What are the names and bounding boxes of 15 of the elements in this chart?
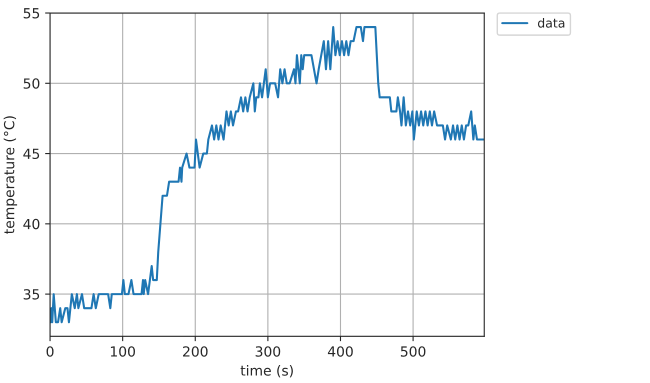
- y-tick-label: 35: [24, 289, 40, 300]
- x-tick-label: 100: [110, 346, 135, 357]
- x-tick-label: 200: [183, 346, 208, 357]
- x-tick-label: 0: [46, 346, 54, 357]
- x-axis-title: time (s): [240, 364, 293, 378]
- x-tick-label: 300: [256, 346, 280, 357]
- y-tick-label: 40: [23, 218, 40, 230]
- y-tick-label: 55: [24, 8, 40, 18]
- line-series: [50, 26, 484, 324]
- y-tick-label: 50: [24, 78, 40, 89]
- x-tick-label: 500: [400, 346, 426, 357]
- y-tick-label: 45: [23, 148, 40, 160]
- x-tick-label: 400: [328, 346, 353, 357]
- y-axis-title: temperature (°C): [4, 116, 18, 234]
- legend-label: data: [538, 18, 564, 28]
